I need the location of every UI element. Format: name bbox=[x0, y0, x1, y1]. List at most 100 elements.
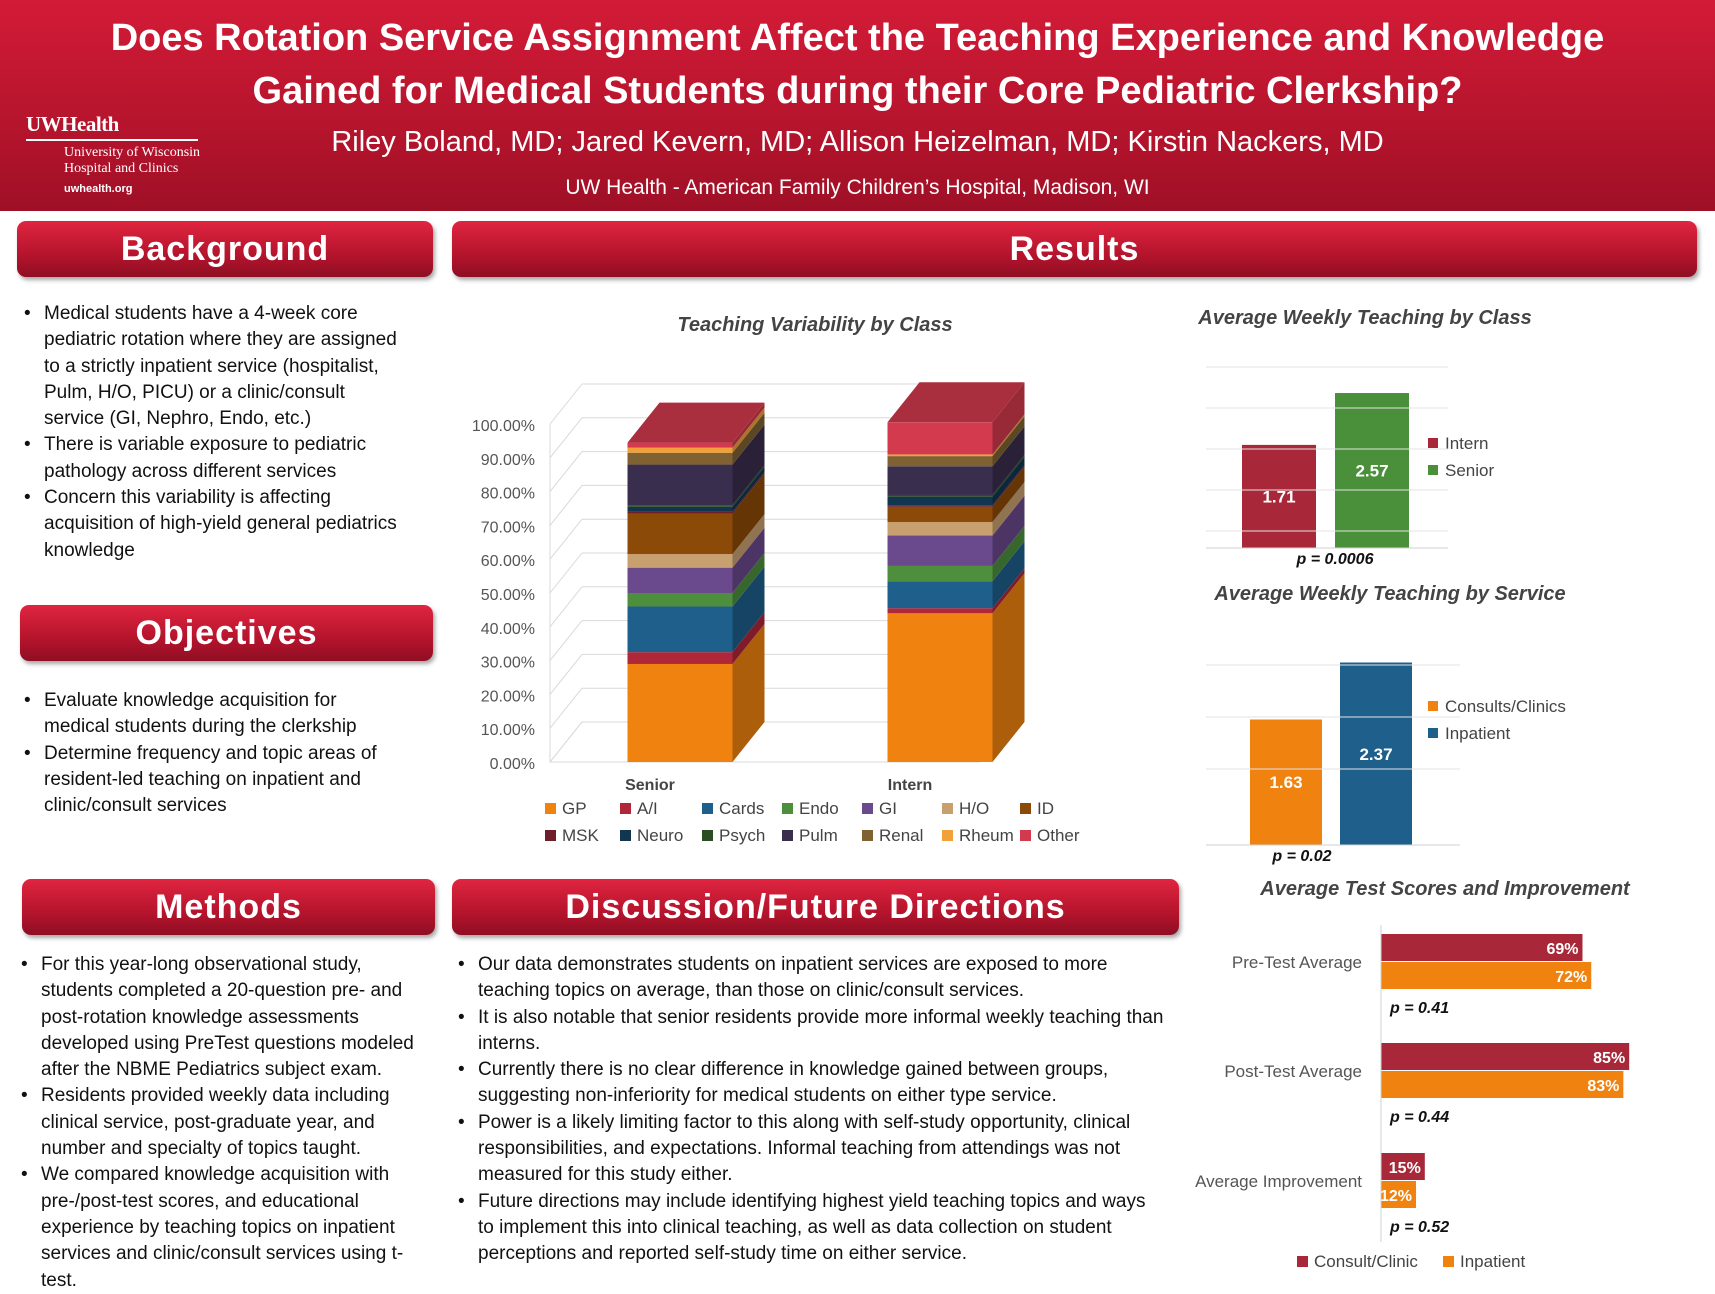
chart-weekly-class-title: Average Weekly Teaching by Class bbox=[1198, 307, 1532, 329]
chart-test-scores-title: Average Test Scores and Improvement bbox=[1260, 878, 1630, 900]
background-heading: Background bbox=[17, 221, 433, 277]
objectives-heading: Objectives bbox=[20, 605, 433, 661]
legend-label: ID bbox=[1037, 799, 1054, 818]
category-label: Post-Test Average bbox=[1224, 1062, 1362, 1081]
legend-label: Consult/Clinic bbox=[1314, 1252, 1418, 1271]
stack-segment-rheum bbox=[627, 447, 733, 453]
legend-swatch bbox=[702, 803, 713, 814]
stack-segment-side bbox=[992, 416, 1025, 467]
chart-teaching-variability: 0.00% 10.00% 20.00% 30.00% 40.00% 50.00% 60.00… bbox=[472, 382, 1080, 845]
legend-label: Pulm bbox=[799, 826, 838, 845]
legend-label: Senior bbox=[1445, 461, 1494, 480]
bar-inpatient bbox=[1381, 962, 1592, 989]
stack-segment-side bbox=[732, 473, 765, 555]
stack-segment-side bbox=[732, 553, 765, 607]
y-tick-label: 100.00% bbox=[472, 418, 535, 435]
stack-top-face bbox=[887, 382, 1025, 423]
bar-value-label: 1.71 bbox=[1262, 487, 1295, 506]
category-label: Intern bbox=[888, 777, 932, 794]
y-tick-label: 90.00% bbox=[481, 452, 535, 469]
bar-consultsclinics bbox=[1250, 719, 1322, 845]
grid-line-diagonal bbox=[549, 654, 583, 695]
chart-test-scores: 69% 72% Pre-Test Average p = 0.41 85% 83% Post… bbox=[1195, 925, 1630, 1271]
legend-swatch bbox=[942, 830, 953, 841]
background-list: Medical students have a 4-week core pedi… bbox=[20, 301, 405, 564]
bar-inpatient bbox=[1340, 662, 1412, 845]
bar-value-label: 83% bbox=[1587, 1078, 1619, 1095]
stack-segment-side bbox=[992, 568, 1025, 614]
background-item: Concern this variability is affecting ac… bbox=[20, 485, 405, 564]
stack-segment-side bbox=[992, 466, 1025, 523]
legend-label: Rheum bbox=[959, 826, 1014, 845]
legend-swatch bbox=[620, 803, 631, 814]
chart-weekly-service-title: Average Weekly Teaching by Service bbox=[1214, 583, 1566, 605]
stack-segment-side bbox=[992, 456, 1025, 506]
category-label: Senior bbox=[625, 777, 675, 794]
stack-segment-id bbox=[887, 506, 993, 523]
y-tick-label: 20.00% bbox=[481, 688, 535, 705]
stack-segment-side bbox=[732, 566, 765, 653]
stack-segment-side bbox=[732, 407, 765, 453]
discussion-list: Our data demonstrates students on inpati… bbox=[454, 952, 1164, 1268]
stack-segment-endo bbox=[627, 593, 733, 607]
stack-segment-msk bbox=[627, 511, 733, 514]
legend-swatch bbox=[1297, 1256, 1308, 1267]
legend-swatch bbox=[942, 803, 953, 814]
methods-heading: Methods bbox=[22, 879, 435, 935]
stack-segment-side bbox=[732, 466, 765, 512]
stack-segment-id bbox=[627, 513, 733, 555]
bar-consultclinic bbox=[1381, 934, 1583, 961]
p-value-label: p = 0.52 bbox=[1389, 1219, 1449, 1236]
legend-label: Neuro bbox=[637, 826, 683, 845]
poster-authors: Riley Boland, MD; Jared Kevern, MD; Alli… bbox=[331, 126, 1384, 158]
stack-segment-side bbox=[732, 465, 765, 507]
methods-list: For this year-long observational study, … bbox=[17, 952, 432, 1294]
legend-swatch bbox=[1428, 465, 1438, 475]
stack-segment-other bbox=[627, 442, 733, 448]
discussion-item: Our data demonstrates students on inpati… bbox=[454, 952, 1164, 1005]
stack-segment-ai bbox=[627, 652, 733, 664]
grid-line-diagonal bbox=[549, 620, 583, 661]
stack-segment-side bbox=[732, 471, 765, 514]
bar-senior bbox=[1335, 393, 1409, 548]
discussion-item: It is also notable that senior residents… bbox=[454, 1005, 1164, 1058]
legend-label: Cards bbox=[719, 799, 764, 818]
stack-segment-side bbox=[732, 402, 765, 448]
legend-label: MSK bbox=[562, 826, 600, 845]
bar-value-label: 15% bbox=[1389, 1160, 1421, 1177]
poster-header: Does Rotation Service Assignment Affect … bbox=[0, 0, 1715, 211]
grid-line-diagonal bbox=[549, 586, 583, 628]
bar-consultclinic bbox=[1381, 1153, 1425, 1180]
methods-item: Residents provided weekly data including… bbox=[17, 1083, 432, 1162]
legend-label: Other bbox=[1037, 826, 1080, 845]
legend-swatch bbox=[862, 830, 873, 841]
y-tick-label: 10.00% bbox=[481, 722, 535, 739]
bar-inpatient bbox=[1381, 1071, 1624, 1098]
stack-segment-side bbox=[992, 382, 1025, 455]
stack-segment-gp bbox=[887, 613, 993, 762]
bar-consultclinic bbox=[1381, 1043, 1630, 1070]
legend-swatch bbox=[1428, 728, 1438, 738]
chart-weekly-service: 1.63 Consults/Clinics 2.37 Inpatient p = 0.0… bbox=[1206, 662, 1566, 865]
y-tick-label: 30.00% bbox=[481, 655, 535, 672]
stack-segment-gi bbox=[887, 535, 993, 566]
legend-label: GP bbox=[562, 799, 587, 818]
grid-line-diagonal bbox=[549, 417, 583, 459]
grid-line-diagonal bbox=[549, 687, 583, 729]
grid-line-diagonal bbox=[549, 485, 583, 526]
bar-value-label: 12% bbox=[1380, 1188, 1412, 1205]
stack-segment-ai bbox=[887, 608, 993, 614]
category-label: Average Improvement bbox=[1195, 1172, 1362, 1191]
bar-value-label: 69% bbox=[1546, 941, 1578, 958]
p-value-label: p = 0.02 bbox=[1271, 848, 1331, 865]
logo-divider bbox=[26, 139, 198, 141]
legend-label: A/I bbox=[637, 799, 658, 818]
stack-segment-ho bbox=[887, 522, 993, 536]
legend-swatch bbox=[545, 803, 556, 814]
stack-segment-psych bbox=[887, 494, 993, 497]
stack-segment-endo bbox=[887, 565, 993, 582]
stack-segment-side bbox=[992, 482, 1025, 536]
logo-url: uwhealth.org bbox=[64, 183, 133, 195]
methods-item: We compared knowledge acquisition with p… bbox=[17, 1162, 432, 1293]
y-tick-label: 40.00% bbox=[481, 621, 535, 638]
